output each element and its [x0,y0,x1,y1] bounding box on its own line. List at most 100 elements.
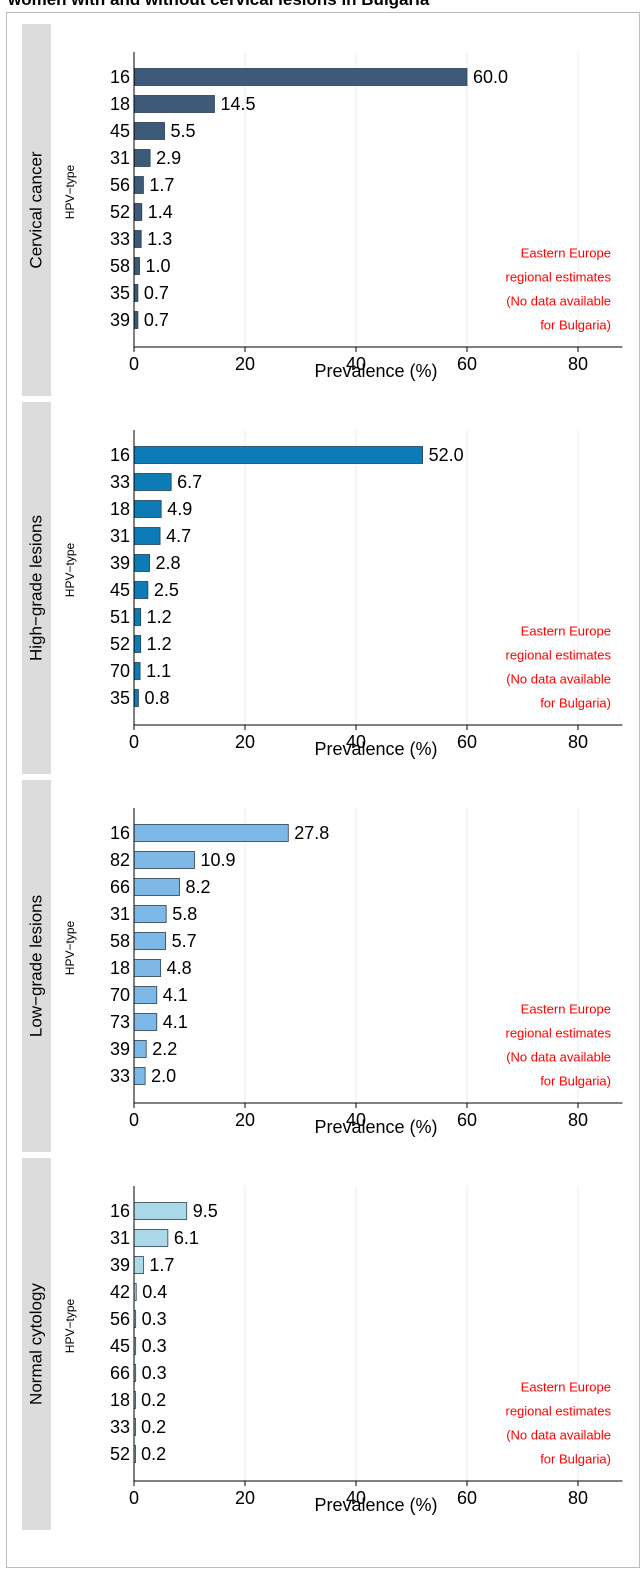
annotation-line: Eastern Europe [521,1379,611,1394]
value-label: 5.8 [172,904,197,924]
category-label: 82 [110,850,130,870]
bar [133,986,158,1004]
bar [133,959,162,977]
bar [133,95,215,113]
bar [133,878,180,896]
value-label: 2.2 [152,1039,177,1059]
y-axis-title: HPV−type [63,1298,77,1353]
bar [133,527,161,545]
bar [133,824,289,842]
bar [133,635,142,653]
x-tick-label: 0 [129,732,139,752]
category-label: 39 [110,553,130,573]
value-label: 4.7 [166,526,191,546]
category-label: 33 [110,1066,130,1086]
x-tick-label: 40 [346,1110,366,1130]
category-label: 73 [110,1012,130,1032]
annotation-line: regional estimates [506,1025,612,1040]
category-label: 58 [110,256,130,276]
value-label: 0.2 [141,1390,166,1410]
bar [133,257,140,275]
value-label: 0.3 [142,1363,167,1383]
value-label: 0.8 [144,688,169,708]
value-label: 0.7 [144,283,169,303]
bar [133,1040,147,1058]
category-label: 35 [110,688,130,708]
value-label: 60.0 [473,67,508,87]
annotation-line: Eastern Europe [521,1001,611,1016]
value-label: 2.9 [156,148,181,168]
x-tick-label: 40 [346,1488,366,1508]
value-label: 0.7 [144,310,169,330]
x-tick-label: 40 [346,354,366,374]
category-label: 51 [110,607,130,627]
x-tick-label: 20 [235,1110,255,1130]
category-label: 18 [110,958,130,978]
bar [133,473,172,491]
x-axis-title: Prevalence (%) [314,1495,437,1515]
value-label: 0.4 [142,1282,167,1302]
annotation-line: for Bulgaria) [540,695,611,710]
category-label: 31 [110,1228,130,1248]
bar [133,905,167,923]
x-axis-title: Prevalence (%) [314,739,437,759]
x-tick-label: 40 [346,732,366,752]
panel-strip [22,402,51,774]
value-label: 52.0 [429,445,464,465]
bar [133,311,139,329]
x-tick-label: 20 [235,1488,255,1508]
annotation-line: regional estimates [506,269,612,284]
annotation-line: Eastern Europe [521,623,611,638]
category-label: 45 [110,580,130,600]
value-label: 4.1 [163,1012,188,1032]
category-label: 39 [110,1255,130,1275]
x-tick-label: 80 [568,1488,588,1508]
annotation-line: regional estimates [506,647,612,662]
category-label: 66 [110,877,130,897]
x-tick-label: 80 [568,732,588,752]
category-label: 31 [110,148,130,168]
value-label: 1.7 [149,1255,174,1275]
x-axis-title: Prevalence (%) [314,361,437,381]
annotation-line: regional estimates [506,1403,612,1418]
value-label: 2.0 [151,1066,176,1086]
category-label: 18 [110,1390,130,1410]
x-tick-label: 20 [235,732,255,752]
category-label: 33 [110,229,130,249]
annotation-line: Eastern Europe [521,245,611,260]
bar [133,1256,144,1274]
x-tick-label: 80 [568,1110,588,1130]
bar [133,446,424,464]
panel-label: Low−grade lesions [26,895,45,1037]
value-label: 1.3 [147,229,172,249]
panel-label: High−grade lesions [26,515,45,661]
category-label: 16 [110,823,130,843]
annotation-line: for Bulgaria) [540,1451,611,1466]
category-label: 45 [110,121,130,141]
category-label: 31 [110,904,130,924]
x-tick-label: 0 [129,354,139,374]
annotation-line: (No data available [506,1427,611,1442]
value-label: 27.8 [294,823,329,843]
bar [133,608,142,626]
figure-frame [6,12,640,1568]
value-label: 0.2 [141,1444,166,1464]
x-tick-label: 60 [457,354,477,374]
y-axis-title: HPV−type [63,920,77,975]
value-label: 10.9 [200,850,235,870]
panel-strip [22,780,51,1152]
bar [133,149,151,167]
value-label: 9.5 [193,1201,218,1221]
x-tick-label: 80 [568,354,588,374]
bar [133,1013,158,1031]
category-label: 16 [110,67,130,87]
value-label: 0.3 [142,1336,167,1356]
bar [133,1067,146,1085]
value-label: 1.0 [146,256,171,276]
category-label: 56 [110,175,130,195]
bar [133,662,141,680]
annotation-line: (No data available [506,1049,611,1064]
x-axis-title: Prevalence (%) [314,1117,437,1137]
value-label: 8.2 [186,877,211,897]
value-label: 2.5 [154,580,179,600]
